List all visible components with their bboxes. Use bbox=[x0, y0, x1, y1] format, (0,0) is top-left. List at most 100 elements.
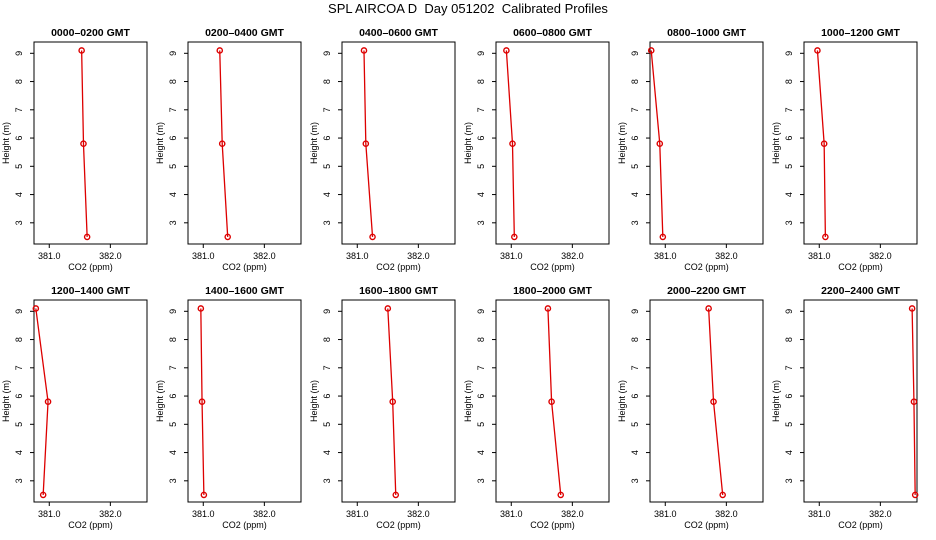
data-point bbox=[511, 233, 518, 241]
panel-title: 2000–2200 GMT bbox=[667, 285, 746, 297]
panel-title: 0000–0200 GMT bbox=[51, 27, 130, 39]
y-axis-label: Height (m) bbox=[309, 122, 319, 164]
y-axis-label: Height (m) bbox=[1, 122, 11, 164]
y-tick-label: 4 bbox=[476, 450, 486, 455]
data-point bbox=[224, 233, 232, 241]
y-tick-label: 4 bbox=[630, 450, 640, 455]
y-tick-label: 4 bbox=[168, 450, 178, 455]
y-tick-label: 7 bbox=[784, 365, 794, 370]
profile-line bbox=[35, 308, 49, 495]
x-axis-label: CO2 (ppm) bbox=[376, 520, 421, 530]
x-axis-label: CO2 (ppm) bbox=[838, 520, 883, 530]
y-tick-label: 7 bbox=[476, 107, 486, 112]
y-tick-label: 8 bbox=[168, 79, 178, 84]
data-point bbox=[44, 398, 52, 406]
data-point bbox=[557, 491, 565, 499]
panel-title: 1200–1400 GMT bbox=[51, 285, 130, 297]
data-point bbox=[198, 398, 206, 406]
y-tick-label: 8 bbox=[14, 79, 24, 84]
x-axis-label: CO2 (ppm) bbox=[684, 262, 729, 272]
y-tick-label: 9 bbox=[784, 309, 794, 314]
y-tick-label: 7 bbox=[14, 365, 24, 370]
panel-title: 1400–1600 GMT bbox=[205, 285, 284, 297]
y-tick-label: 7 bbox=[14, 107, 24, 112]
y-tick-label: 3 bbox=[630, 220, 640, 225]
data-point bbox=[911, 491, 919, 499]
x-tick-label: 381.0 bbox=[500, 509, 523, 519]
data-point bbox=[820, 140, 828, 148]
y-tick-label: 8 bbox=[322, 337, 332, 342]
x-tick-label: 382.0 bbox=[715, 509, 738, 519]
x-tick-label: 382.0 bbox=[715, 251, 738, 261]
y-tick-label: 6 bbox=[168, 394, 178, 399]
main-title: SPL AIRCOA D Day 051202 Calibrated Profi… bbox=[328, 1, 608, 16]
data-point bbox=[360, 47, 368, 54]
y-tick-label: 8 bbox=[476, 79, 486, 84]
data-point bbox=[908, 305, 916, 312]
x-axis-label: CO2 (ppm) bbox=[684, 520, 729, 530]
data-point bbox=[719, 491, 726, 499]
plot-frame bbox=[803, 41, 918, 245]
x-tick-label: 382.0 bbox=[407, 509, 430, 519]
data-point bbox=[389, 398, 396, 406]
x-tick-label: 381.0 bbox=[192, 251, 215, 261]
data-point bbox=[392, 491, 400, 499]
y-tick-label: 5 bbox=[322, 422, 332, 427]
x-tick-label: 381.0 bbox=[346, 509, 369, 519]
y-tick-label: 3 bbox=[476, 478, 486, 483]
x-tick-label: 381.0 bbox=[38, 509, 61, 519]
data-point bbox=[705, 305, 712, 312]
data-point bbox=[39, 491, 47, 499]
x-tick-label: 381.0 bbox=[808, 251, 831, 261]
y-tick-label: 7 bbox=[630, 107, 640, 112]
y-tick-label: 8 bbox=[476, 337, 486, 342]
x-tick-label: 381.0 bbox=[500, 251, 523, 261]
x-tick-label: 382.0 bbox=[99, 509, 122, 519]
data-point bbox=[509, 140, 516, 148]
data-point bbox=[369, 233, 376, 241]
y-tick-label: 8 bbox=[322, 79, 332, 84]
y-tick-label: 5 bbox=[168, 164, 178, 169]
panel-title: 0200–0400 GMT bbox=[205, 27, 284, 39]
x-tick-label: 382.0 bbox=[99, 251, 122, 261]
panel-title: 0600–0800 GMT bbox=[513, 27, 592, 39]
x-tick-label: 382.0 bbox=[253, 509, 276, 519]
y-tick-label: 6 bbox=[630, 394, 640, 399]
y-tick-label: 9 bbox=[14, 51, 24, 56]
x-tick-label: 381.0 bbox=[654, 509, 677, 519]
plot-frame bbox=[33, 299, 148, 503]
panel-title: 0800–1000 GMT bbox=[667, 27, 746, 39]
y-tick-label: 4 bbox=[476, 192, 486, 197]
x-axis-label: CO2 (ppm) bbox=[222, 520, 267, 530]
data-point bbox=[78, 47, 85, 54]
y-tick-label: 8 bbox=[14, 337, 24, 342]
y-tick-label: 9 bbox=[476, 51, 486, 56]
y-tick-label: 9 bbox=[322, 51, 332, 56]
x-axis-label: CO2 (ppm) bbox=[530, 262, 575, 272]
y-tick-label: 7 bbox=[630, 365, 640, 370]
y-tick-label: 5 bbox=[784, 422, 794, 427]
profile-line bbox=[505, 50, 515, 237]
y-tick-label: 4 bbox=[14, 192, 24, 197]
y-tick-label: 5 bbox=[476, 422, 486, 427]
x-tick-label: 381.0 bbox=[346, 251, 369, 261]
profile-line bbox=[80, 50, 88, 237]
y-axis-label: Height (m) bbox=[1, 380, 11, 422]
data-point bbox=[216, 47, 224, 54]
y-tick-label: 4 bbox=[630, 192, 640, 197]
y-tick-label: 3 bbox=[14, 220, 24, 225]
data-point bbox=[659, 233, 667, 241]
y-axis-label: Height (m) bbox=[309, 380, 319, 422]
data-point bbox=[32, 305, 40, 312]
y-tick-label: 3 bbox=[168, 220, 178, 225]
y-axis-label: Height (m) bbox=[463, 122, 473, 164]
data-point bbox=[384, 305, 392, 312]
y-tick-label: 4 bbox=[784, 450, 794, 455]
y-tick-label: 6 bbox=[14, 136, 24, 141]
y-tick-label: 8 bbox=[784, 79, 794, 84]
y-tick-label: 3 bbox=[784, 478, 794, 483]
